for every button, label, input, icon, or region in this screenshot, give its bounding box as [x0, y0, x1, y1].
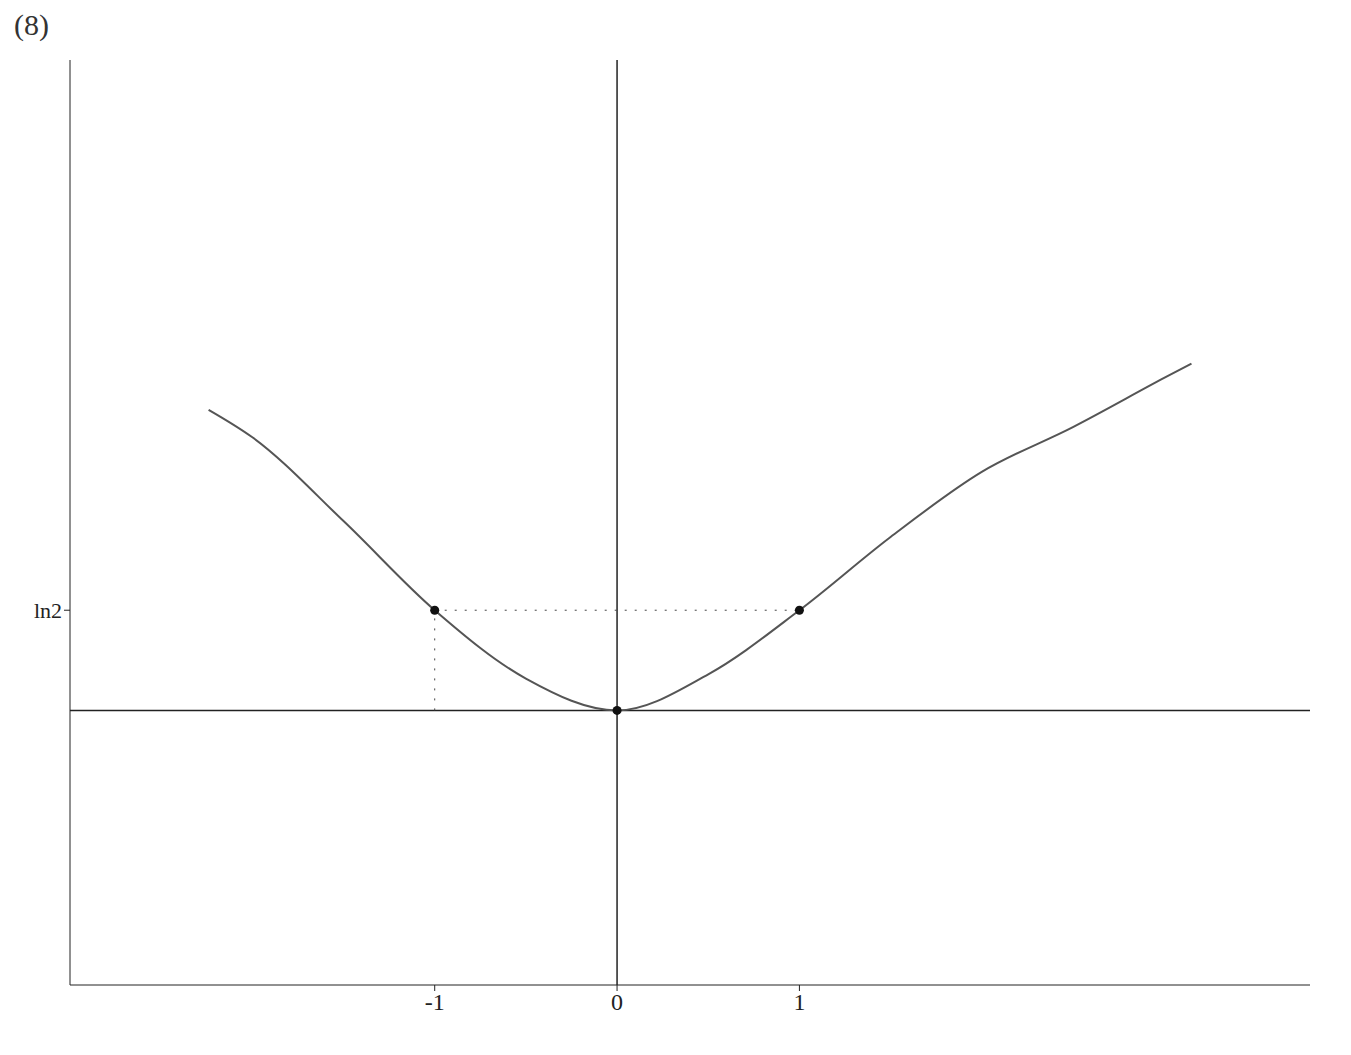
- svg-text:1: 1: [793, 989, 805, 1015]
- svg-text:ln2: ln2: [34, 598, 62, 623]
- html-text:(8): (8): [14, 8, 49, 41]
- svg-text:-1: -1: [425, 989, 445, 1015]
- svg-text:0: 0: [611, 989, 623, 1015]
